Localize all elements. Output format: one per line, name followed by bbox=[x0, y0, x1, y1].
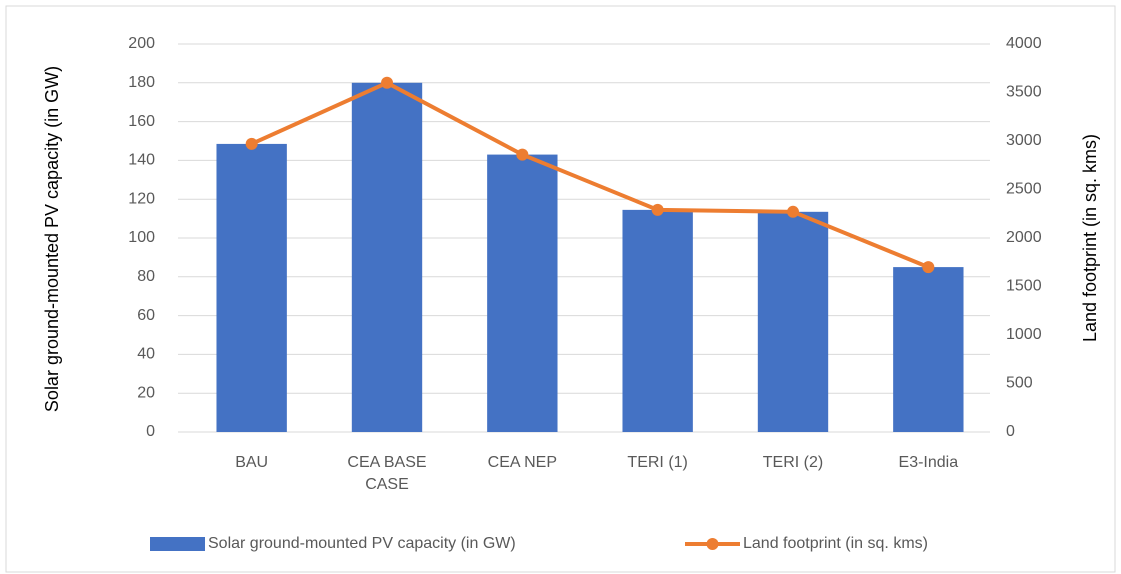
line-marker bbox=[516, 148, 529, 161]
bar bbox=[757, 211, 829, 432]
y-tick-label: 100 bbox=[128, 229, 155, 246]
legend-label: Land footprint (in sq. kms) bbox=[743, 535, 928, 552]
y-tick-label: 0 bbox=[146, 423, 155, 440]
line-marker bbox=[922, 261, 935, 274]
x-tick-label: E3-India bbox=[898, 454, 959, 471]
x-tick-label: CEA NEP bbox=[487, 454, 557, 471]
x-tick-label: CEA BASE CASE bbox=[347, 454, 427, 493]
line-marker bbox=[381, 76, 393, 89]
y2-tick-label: 1500 bbox=[1006, 278, 1042, 295]
y-axis-title: Solar ground-mounted PV capacity (in GW) bbox=[42, 65, 62, 413]
x-tick-label: TERI (2) bbox=[762, 454, 824, 471]
y2-tick-label: 2000 bbox=[1006, 229, 1042, 246]
bar bbox=[351, 82, 423, 433]
y-tick-label: 200 bbox=[128, 35, 155, 52]
x-tick-label: BAU bbox=[235, 454, 269, 471]
y-tick-label: 60 bbox=[137, 307, 155, 324]
legend-marker bbox=[706, 538, 719, 550]
bar bbox=[216, 143, 287, 432]
chart-border bbox=[5, 5, 1116, 573]
y-tick-label: 180 bbox=[128, 74, 155, 91]
bar bbox=[622, 209, 693, 432]
y2-tick-label: 2500 bbox=[1006, 181, 1042, 198]
y2-tick-label: 3000 bbox=[1006, 132, 1042, 149]
y-tick-label: 40 bbox=[137, 346, 155, 363]
y2-tick-label: 500 bbox=[1006, 375, 1033, 392]
bar bbox=[487, 154, 558, 432]
y-tick-label: 80 bbox=[137, 268, 155, 285]
y-tick-label: 20 bbox=[137, 384, 155, 401]
x-tick-label: TERI (1) bbox=[627, 454, 688, 471]
legend-label: Solar ground-mounted PV capacity (in GW) bbox=[208, 535, 516, 552]
y-tick-label: 140 bbox=[128, 152, 155, 169]
y-tick-label: 160 bbox=[128, 113, 155, 130]
y2-tick-label: 3500 bbox=[1006, 84, 1042, 101]
line-marker bbox=[245, 137, 258, 150]
line-marker bbox=[787, 205, 799, 218]
y2-tick-label: 0 bbox=[1006, 423, 1015, 440]
line-marker bbox=[651, 203, 664, 216]
line bbox=[250, 80, 930, 269]
y-tick-label: 120 bbox=[128, 190, 155, 207]
bar bbox=[893, 267, 964, 432]
legend-swatch bbox=[150, 537, 205, 551]
y2-axis-title: Land footprint (in sq. kms) bbox=[1080, 133, 1100, 343]
y2-tick-label: 4000 bbox=[1006, 35, 1042, 52]
y2-tick-label: 1000 bbox=[1006, 326, 1042, 343]
